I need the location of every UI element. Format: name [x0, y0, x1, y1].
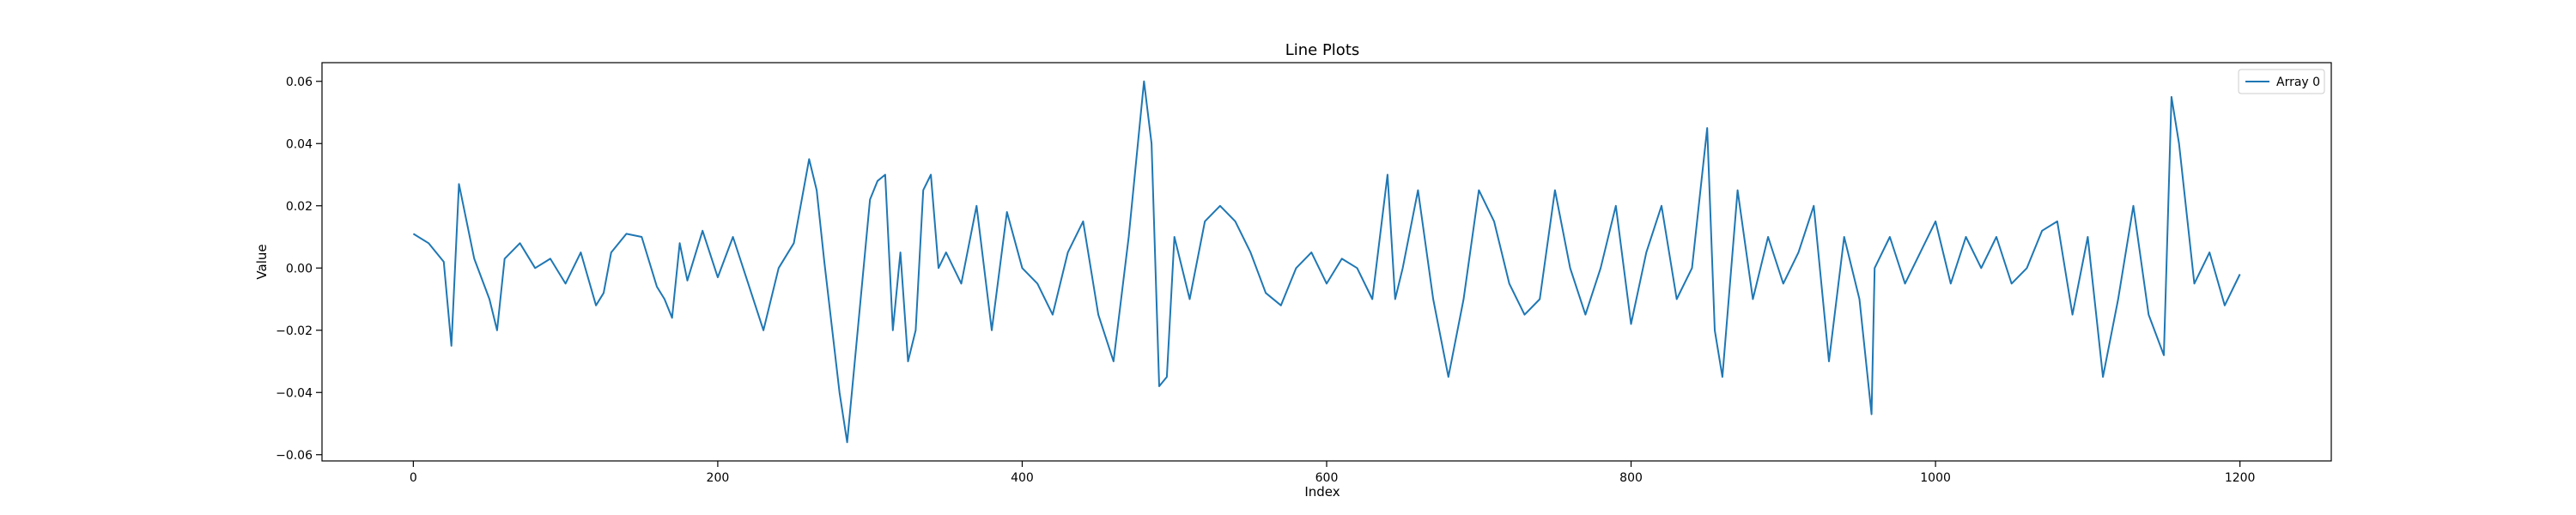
plot-frame — [321, 62, 2332, 462]
y-tick-label: 0.02 — [286, 200, 313, 214]
y-tick-label: −0.02 — [276, 324, 313, 338]
y-tick-label: 0.06 — [286, 76, 313, 89]
x-tick-label: 1200 — [2225, 471, 2256, 485]
legend-box — [2238, 69, 2325, 94]
x-axis-label: Index — [1304, 484, 1340, 500]
x-tick-label: 400 — [1011, 471, 1034, 485]
x-tick-label: 600 — [1315, 471, 1339, 485]
x-tick-label: 1000 — [1920, 471, 1951, 485]
x-tick-label: 800 — [1619, 471, 1643, 485]
x-tick-label: 0 — [410, 471, 417, 485]
y-tick-label: 0.00 — [286, 262, 313, 276]
plot-area — [321, 62, 2332, 462]
y-axis-label: Value — [254, 244, 270, 279]
x-tick-label: 200 — [707, 471, 730, 485]
legend-label-array-0: Array 0 — [2276, 76, 2320, 89]
x-axis: 0 200 400 600 800 1000 1200 — [410, 461, 2256, 485]
y-tick-label: 0.04 — [286, 137, 313, 151]
series-line-array-0 — [412, 80, 2241, 444]
legend: Array 0 — [2238, 69, 2325, 94]
chart-title: Line Plots — [1285, 41, 1360, 59]
y-axis: −0.06 −0.04 −0.02 0.00 0.02 0.04 0.06 — [276, 76, 322, 463]
y-tick-label: −0.04 — [276, 386, 313, 400]
y-tick-label: −0.06 — [276, 449, 313, 463]
